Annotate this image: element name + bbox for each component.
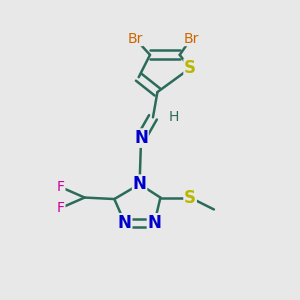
Text: S: S (184, 59, 196, 77)
Text: H: H (169, 110, 179, 124)
Text: N: N (133, 175, 146, 193)
Text: N: N (118, 214, 132, 232)
Text: Br: Br (128, 32, 143, 46)
Text: F: F (57, 201, 65, 215)
Text: F: F (57, 180, 65, 194)
Text: N: N (148, 214, 161, 232)
Text: Br: Br (183, 32, 199, 46)
Text: N: N (134, 129, 148, 147)
Text: S: S (184, 189, 196, 207)
